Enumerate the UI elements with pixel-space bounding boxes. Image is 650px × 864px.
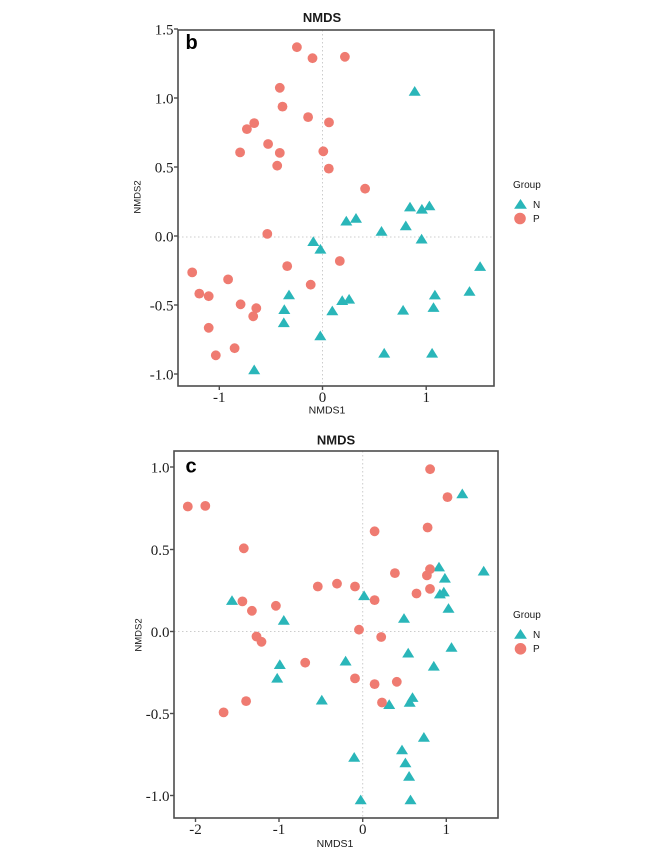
svg-text:1: 1: [443, 822, 451, 838]
svg-text:NMDS1: NMDS1: [317, 838, 354, 850]
svg-text:-2: -2: [189, 822, 202, 838]
svg-text:1.5: 1.5: [155, 22, 174, 38]
svg-text:-0.5: -0.5: [146, 707, 170, 723]
svg-text:-1: -1: [213, 390, 226, 406]
svg-text:-1.0: -1.0: [150, 367, 174, 383]
svg-text:-1: -1: [273, 822, 286, 838]
svg-text:-0.5: -0.5: [150, 298, 174, 314]
svg-text:N: N: [533, 200, 540, 211]
svg-text:c: c: [186, 456, 197, 478]
svg-text:1: 1: [422, 390, 430, 406]
svg-text:1.0: 1.0: [151, 460, 170, 476]
svg-text:0.5: 0.5: [155, 160, 174, 176]
svg-text:0.0: 0.0: [155, 229, 174, 245]
svg-text:1.0: 1.0: [155, 91, 174, 107]
svg-text:NMDS2: NMDS2: [134, 618, 145, 651]
svg-text:0: 0: [319, 390, 327, 406]
svg-text:0: 0: [359, 822, 367, 838]
svg-text:0.0: 0.0: [151, 625, 170, 641]
svg-text:-1.0: -1.0: [146, 789, 170, 805]
svg-text:NMDS: NMDS: [303, 10, 342, 25]
svg-text:NMDS1: NMDS1: [309, 405, 346, 417]
svg-text:NMDS2: NMDS2: [133, 180, 144, 213]
svg-text:P: P: [533, 644, 540, 655]
svg-text:b: b: [186, 32, 198, 54]
svg-text:N: N: [533, 630, 540, 641]
svg-text:Group: Group: [513, 610, 541, 621]
svg-text:0.5: 0.5: [151, 543, 170, 559]
svg-text:NMDS: NMDS: [317, 433, 356, 448]
svg-text:Group: Group: [513, 180, 541, 191]
svg-text:P: P: [533, 214, 540, 225]
